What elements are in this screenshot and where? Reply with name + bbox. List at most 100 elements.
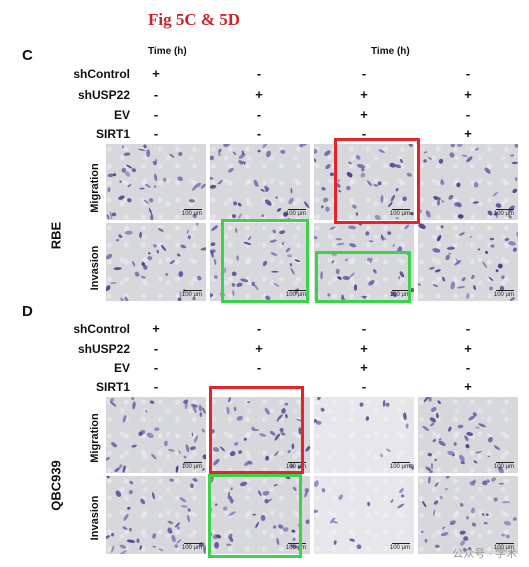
- stained-cell: [128, 490, 133, 495]
- stained-cell: [281, 432, 286, 436]
- stained-cell: [145, 183, 151, 188]
- stained-cell: [228, 167, 234, 173]
- panel-c-row-label-shusp22: shUSP22: [77, 88, 130, 102]
- panel-d-sign: -: [465, 321, 471, 336]
- stained-cell: [361, 295, 368, 298]
- stained-cell: [121, 167, 127, 173]
- stained-cell: [148, 197, 154, 203]
- cell-texture: [420, 476, 517, 552]
- panel-d-sign: +: [464, 341, 472, 356]
- panel-d-invasion-label: Invasion: [89, 495, 101, 541]
- stained-cell: [320, 407, 325, 412]
- stained-cell: [390, 194, 396, 202]
- stained-cell: [332, 521, 338, 524]
- cell-texture: [314, 223, 414, 301]
- stained-cell: [368, 280, 375, 286]
- stained-cell: [220, 292, 225, 297]
- stained-cell: [444, 487, 448, 491]
- stained-cell: [248, 461, 253, 465]
- stained-cell: [473, 285, 477, 290]
- stained-cell: [193, 182, 202, 189]
- stained-cell: [508, 215, 512, 219]
- stained-cell: [348, 225, 356, 230]
- micrograph: 100 μm: [210, 476, 310, 554]
- stained-cell: [140, 498, 146, 505]
- stained-cell: [438, 440, 446, 446]
- stained-cell: [366, 257, 371, 262]
- panel-c-cell-line-label: RBE: [48, 221, 64, 250]
- stained-cell: [192, 405, 197, 414]
- stained-cell: [218, 152, 221, 157]
- stained-cell: [406, 172, 412, 177]
- stained-cell: [433, 509, 436, 516]
- stained-cell: [247, 401, 251, 404]
- stained-cell: [486, 479, 490, 483]
- panel-d-sign: +: [360, 341, 368, 356]
- stained-cell: [433, 196, 438, 200]
- stained-cell: [485, 250, 488, 254]
- stained-cell: [264, 407, 270, 415]
- stained-cell: [125, 164, 133, 169]
- stained-cell: [490, 477, 497, 482]
- stained-cell: [132, 401, 136, 410]
- stained-cell: [408, 144, 413, 147]
- stained-cell: [459, 454, 465, 462]
- stained-cell: [232, 151, 237, 156]
- stained-cell: [378, 149, 385, 153]
- stained-cell: [115, 490, 122, 497]
- stained-cell: [251, 281, 256, 287]
- stained-cell: [198, 404, 202, 412]
- stained-cell: [380, 453, 383, 458]
- stained-cell: [482, 480, 488, 486]
- stained-cell: [373, 184, 379, 187]
- stained-cell: [348, 161, 352, 165]
- stained-cell: [456, 286, 466, 289]
- watermark: 公众号 · 学术: [452, 548, 517, 560]
- stained-cell: [403, 412, 407, 421]
- stained-cell: [466, 432, 474, 436]
- stained-cell: [423, 397, 429, 403]
- panel-d-sign: +: [360, 360, 368, 375]
- stained-cell: [294, 259, 301, 262]
- stained-cell: [262, 144, 268, 149]
- stained-cell: [257, 149, 261, 153]
- stained-cell: [360, 172, 366, 178]
- panel-c-sign: +: [360, 87, 368, 102]
- stained-cell: [442, 276, 446, 282]
- stained-cell: [210, 184, 217, 189]
- stained-cell: [210, 293, 214, 298]
- stained-cell: [128, 527, 133, 532]
- stained-cell: [127, 198, 132, 203]
- stained-cell: [271, 270, 279, 273]
- stained-cell: [124, 230, 133, 235]
- stained-cell: [285, 247, 291, 253]
- stained-cell: [449, 152, 455, 158]
- stained-cell: [283, 211, 288, 217]
- stained-cell: [223, 144, 231, 147]
- stained-cell: [325, 164, 331, 170]
- stained-cell: [127, 183, 132, 188]
- cell-texture: [106, 223, 206, 301]
- stained-cell: [210, 249, 214, 258]
- stained-cell: [386, 448, 391, 452]
- stained-cell: [366, 180, 372, 187]
- stained-cell: [269, 239, 277, 243]
- stained-cell: [365, 231, 370, 236]
- stained-cell: [251, 428, 260, 432]
- stained-cell: [422, 501, 427, 508]
- cell-texture: [422, 397, 504, 473]
- stained-cell: [203, 545, 206, 554]
- stained-cell: [232, 290, 235, 297]
- stained-cell: [202, 468, 205, 471]
- stained-cell: [281, 408, 286, 414]
- stained-cell: [260, 189, 265, 192]
- stained-cell: [388, 201, 393, 208]
- stained-cell: [374, 214, 381, 220]
- stained-cell: [115, 238, 120, 242]
- stained-cell: [468, 415, 476, 421]
- stained-cell: [163, 177, 167, 182]
- stained-cell: [218, 148, 222, 153]
- stained-cell: [462, 547, 467, 552]
- stained-cell: [177, 176, 184, 181]
- stained-cell: [463, 536, 469, 541]
